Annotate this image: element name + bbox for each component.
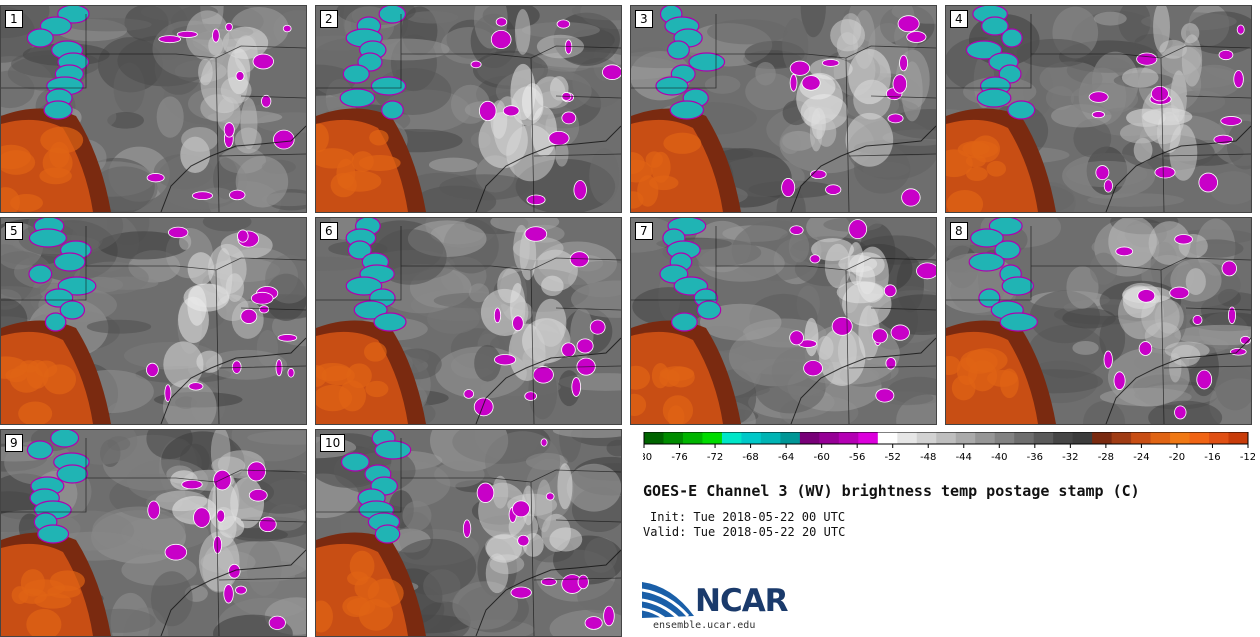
colorbar-tick-label: -52 (885, 452, 901, 463)
ncar-logo-icon (642, 578, 694, 620)
map-image-7 (631, 218, 936, 424)
map-image-4 (946, 6, 1251, 212)
colorbar-swatch (1053, 432, 1074, 444)
colorbar-tick-label: -76 (671, 452, 687, 463)
colorbar-tick-label: -24 (1133, 452, 1149, 463)
colorbar-swatch (897, 432, 918, 444)
colorbar-swatch (1072, 432, 1093, 444)
panel-number-6: 6 (320, 222, 338, 240)
figure-title: GOES-E Channel 3 (WV) brightness temp po… (643, 482, 1140, 500)
init-time: Init: Tue 2018-05-22 00 UTC (650, 510, 846, 524)
colorbar-tick-label: -56 (849, 452, 865, 463)
panel-number-1: 1 (5, 10, 23, 28)
valid-time: Valid: Tue 2018-05-22 20 UTC (643, 525, 846, 539)
colorbar-tick-label: -48 (920, 452, 936, 463)
map-panel-5: 5 (0, 217, 307, 425)
map-image-5 (1, 218, 306, 424)
colorbar-tick-label: -20 (1169, 452, 1185, 463)
colorbar-swatch (936, 432, 957, 444)
colorbar-swatch (1170, 432, 1191, 444)
colorbar-swatch (741, 432, 762, 444)
map-panel-4: 4 (945, 5, 1252, 213)
ncar-url: ensemble.ucar.edu (653, 620, 756, 631)
colorbar-swatch (721, 432, 742, 444)
colorbar: -80 -76 -72 -68 -64 -60 -56 -52 -48 -44 -40 -36 -32 -… (643, 432, 1255, 463)
colorbar-swatch (994, 432, 1015, 444)
colorbar-swatch (780, 432, 801, 444)
colorbar-swatch (838, 432, 859, 444)
colorbar-swatch (760, 432, 781, 444)
colorbar-tick-label: -32 (1062, 452, 1078, 463)
colorbar-tick-label: -80 (643, 452, 652, 463)
colorbar-tick-label: -28 (1098, 452, 1114, 463)
colorbar-tick-label: -64 (778, 452, 794, 463)
colorbar-swatch (1228, 432, 1249, 444)
colorbar-swatch (955, 432, 976, 444)
colorbar-tick-label: -16 (1204, 452, 1220, 463)
panel-number-9: 9 (5, 434, 23, 452)
colorbar-swatch (702, 432, 723, 444)
colorbar-tick-label: -12 (1240, 452, 1255, 463)
colorbar-swatch (1209, 432, 1230, 444)
colorbar-tick-label: -40 (991, 452, 1007, 463)
colorbar-swatch (877, 432, 898, 444)
colorbar-swatch (1014, 432, 1035, 444)
panel-number-7: 7 (635, 222, 653, 240)
panel-number-8: 8 (950, 222, 968, 240)
colorbar-tick-label: -36 (1027, 452, 1043, 463)
map-panel-8: 8 (945, 217, 1252, 425)
colorbar-swatch (1092, 432, 1113, 444)
colorbar-swatch (1131, 432, 1152, 444)
map-panel-6: 6 (315, 217, 622, 425)
panel-number-3: 3 (635, 10, 653, 28)
colorbar-swatch (975, 432, 996, 444)
map-image-1 (1, 6, 306, 212)
map-image-10 (316, 430, 621, 636)
panel-number-4: 4 (950, 10, 968, 28)
colorbar-swatch (819, 432, 840, 444)
colorbar-swatch (682, 432, 703, 444)
map-panel-1: 1 (0, 5, 307, 213)
map-image-3 (631, 6, 936, 212)
map-panel-7: 7 (630, 217, 937, 425)
map-panel-3: 3 (630, 5, 937, 213)
colorbar-swatch (1033, 432, 1054, 444)
map-image-2 (316, 6, 621, 212)
colorbar-tick-label: -44 (956, 452, 972, 463)
map-panel-10: 10 (315, 429, 622, 637)
panel-number-10: 10 (320, 434, 346, 452)
map-image-9 (1, 430, 306, 636)
panel-number-5: 5 (5, 222, 23, 240)
ncar-logo-text: NCAR (695, 583, 789, 619)
colorbar-swatch (916, 432, 937, 444)
map-image-8 (946, 218, 1251, 424)
map-panel-2: 2 (315, 5, 622, 213)
colorbar-swatch (644, 432, 664, 444)
colorbar-tick-label: -68 (742, 452, 758, 463)
colorbar-swatch (858, 432, 879, 444)
map-image-6 (316, 218, 621, 424)
panel-number-2: 2 (320, 10, 338, 28)
map-panel-9: 9 (0, 429, 307, 637)
colorbar-swatch (1189, 432, 1210, 444)
colorbar-tick-label: -60 (813, 452, 829, 463)
colorbar-tick-label: -72 (707, 452, 723, 463)
colorbar-swatch (799, 432, 820, 444)
colorbar-swatch (1150, 432, 1171, 444)
colorbar-swatch (1111, 432, 1132, 444)
colorbar-swatch (663, 432, 684, 444)
